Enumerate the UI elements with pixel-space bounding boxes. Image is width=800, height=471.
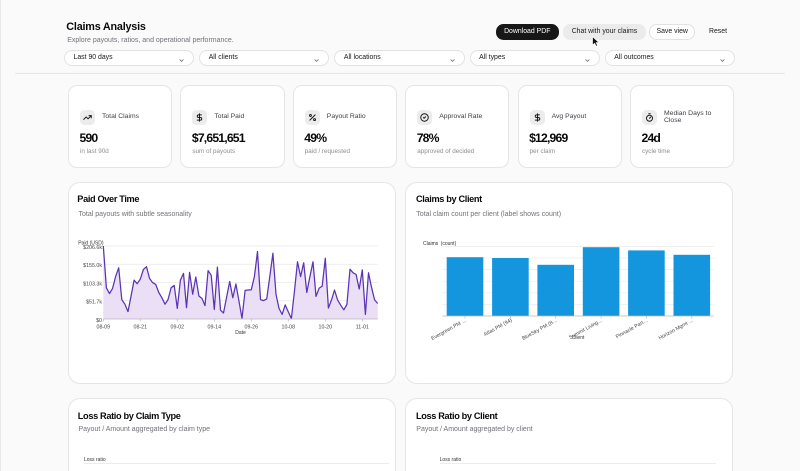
svg-text:09-14: 09-14	[208, 324, 222, 330]
svg-text:Pinnacle Part…: Pinnacle Part…	[615, 318, 649, 341]
svg-text:Claims (count): Claims (count)	[423, 241, 457, 247]
svg-text:10-08: 10-08	[282, 324, 296, 330]
svg-text:$155.0k: $155.0k	[83, 263, 102, 269]
svg-text:$103.3k: $103.3k	[83, 281, 102, 287]
svg-text:Paid (USD): Paid (USD)	[78, 240, 104, 246]
svg-text:$206.6k: $206.6k	[83, 245, 102, 251]
svg-text:Evergreen PM …: Evergreen PM …	[430, 318, 468, 343]
svg-text:10-20: 10-20	[319, 324, 333, 330]
svg-text:Horizon Mgmt …: Horizon Mgmt …	[658, 318, 695, 342]
svg-text:Client: Client	[572, 335, 585, 341]
svg-text:09-26: 09-26	[245, 324, 259, 330]
svg-text:11-01: 11-01	[356, 324, 369, 330]
svg-text:08-09: 08-09	[97, 324, 111, 330]
svg-text:BlueSky PM (8…: BlueSky PM (8…	[521, 318, 558, 342]
svg-text:$0: $0	[96, 318, 102, 324]
svg-text:08-21: 08-21	[134, 324, 148, 330]
svg-text:Date: Date	[235, 330, 246, 336]
svg-text:Atlas PM (94): Atlas PM (94)	[483, 317, 514, 338]
svg-text:09-02: 09-02	[171, 324, 185, 330]
svg-text:$51.7k: $51.7k	[86, 300, 102, 306]
